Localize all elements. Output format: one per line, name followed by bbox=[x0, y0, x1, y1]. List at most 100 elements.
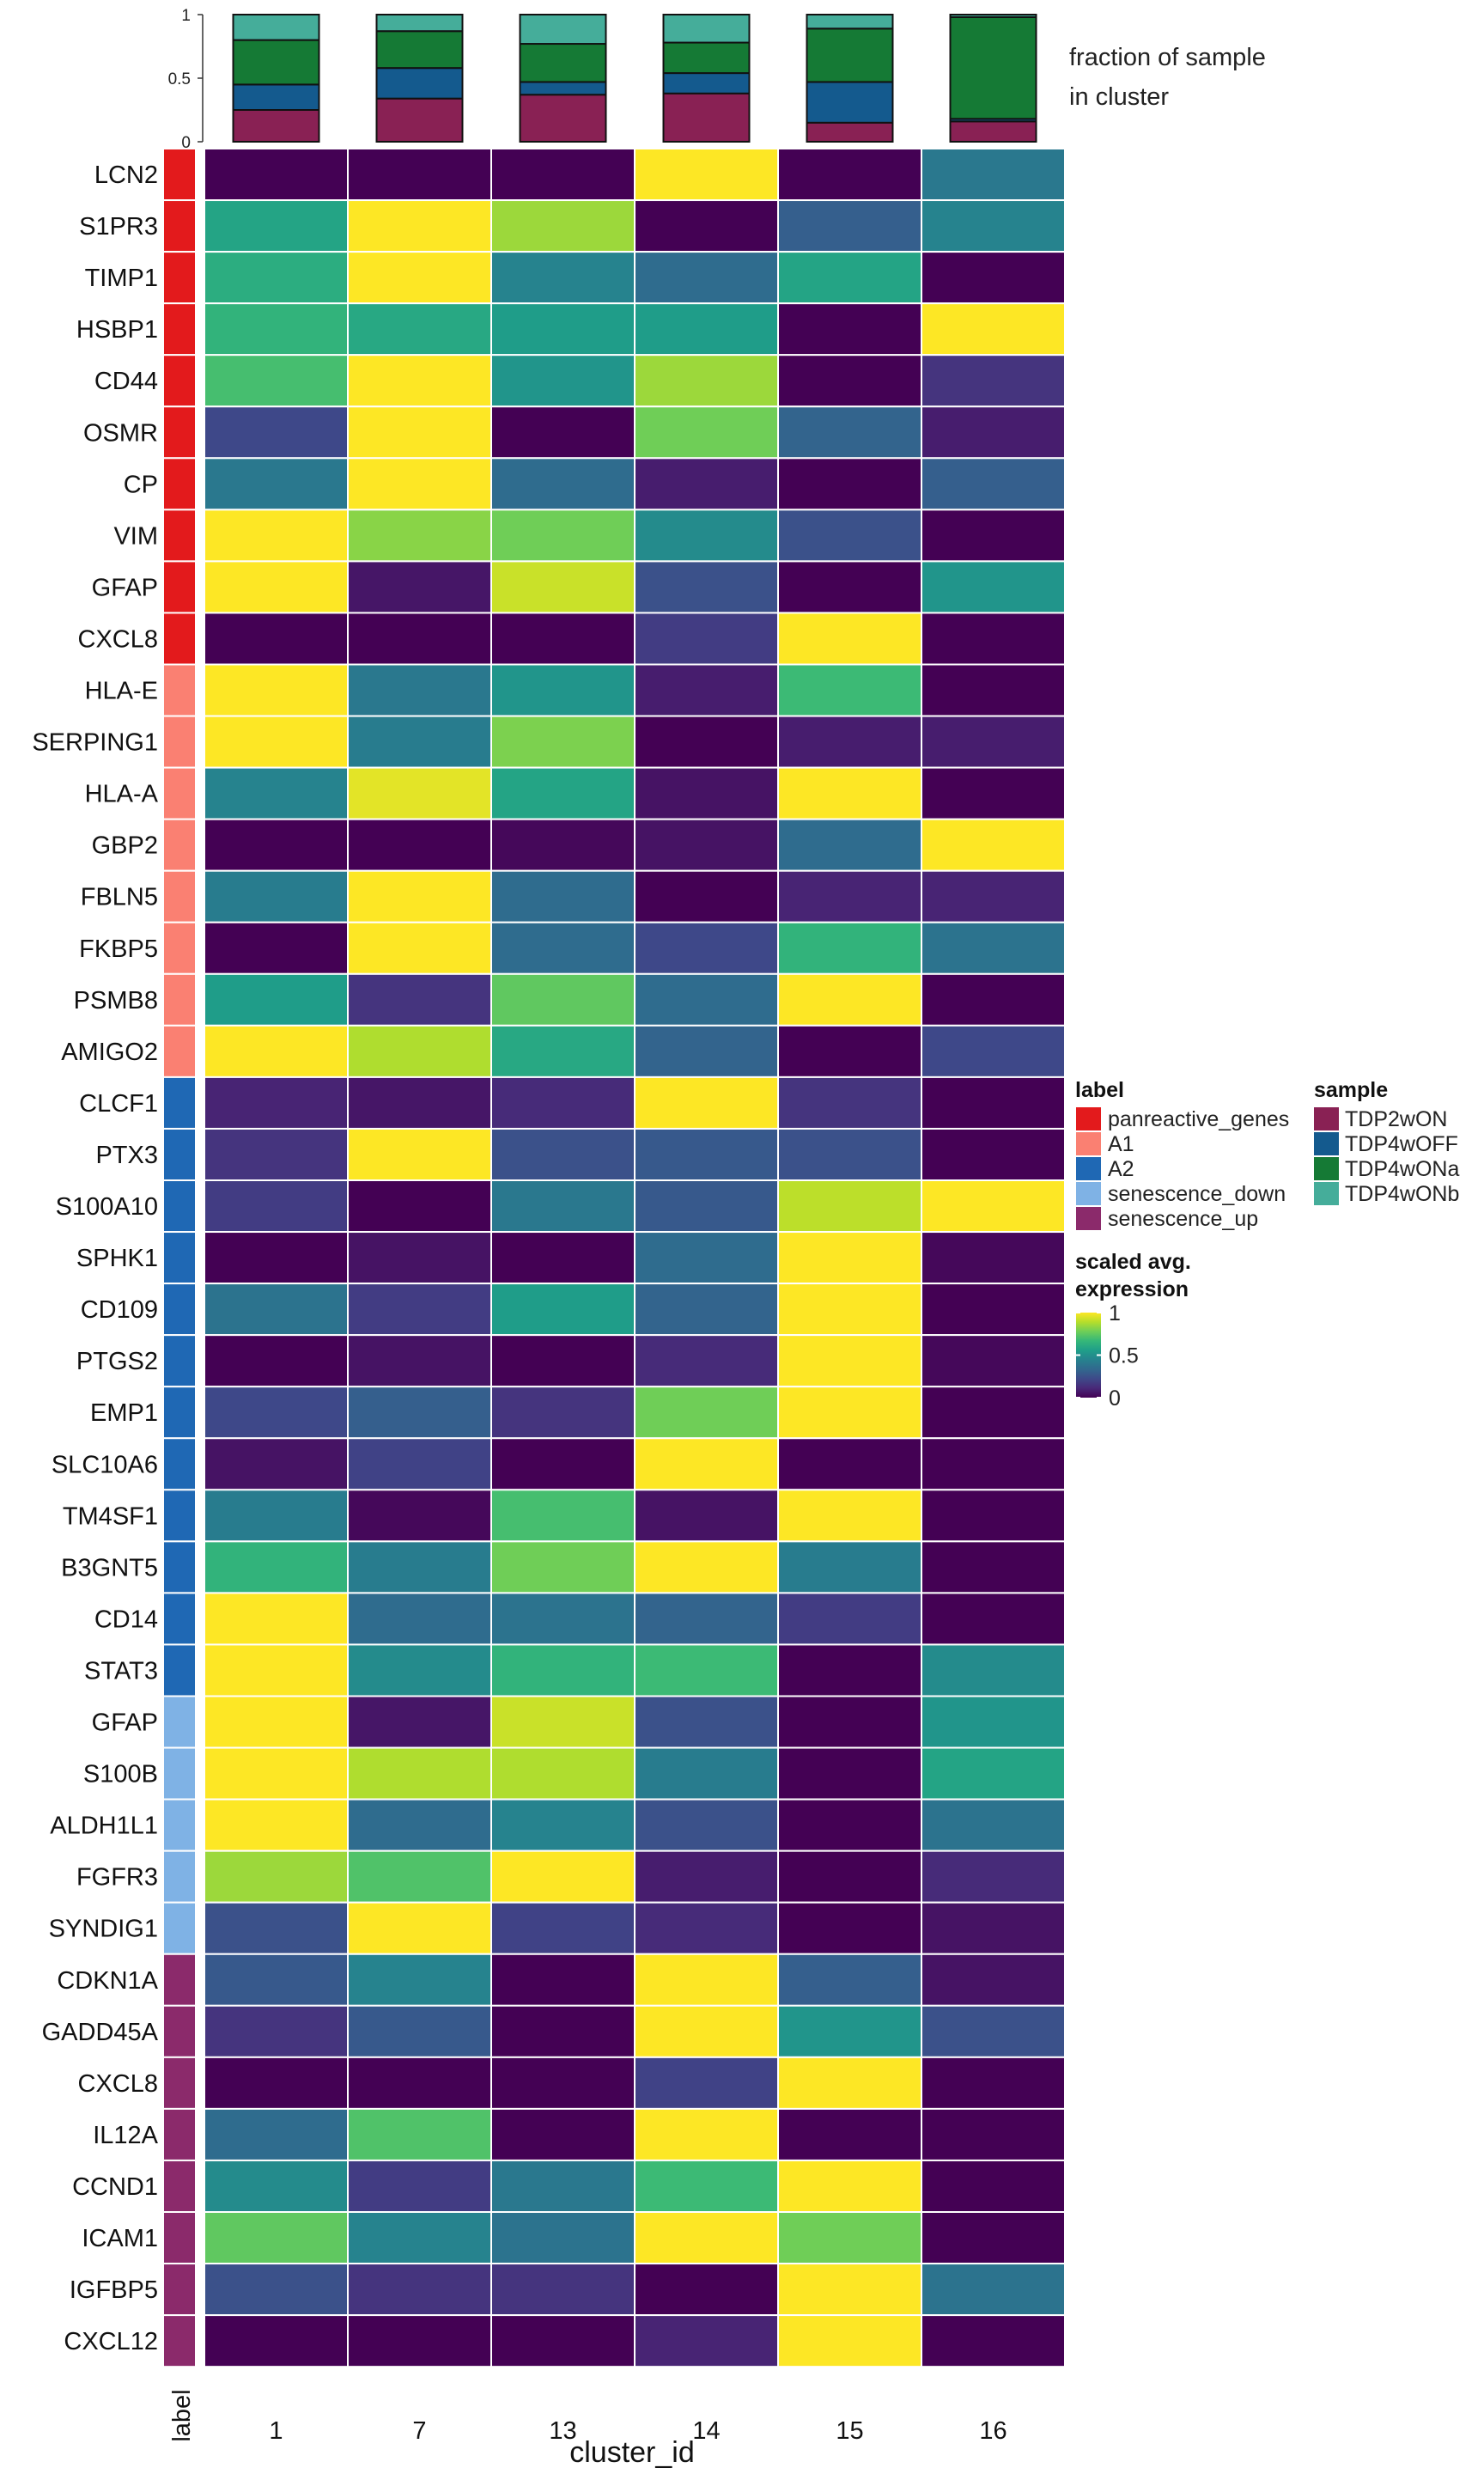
heatmap-cell-ptgs2-cluster-15 bbox=[777, 1334, 922, 1388]
heatmap-cell-cxcl8-cluster-15 bbox=[777, 2056, 922, 2110]
heatmap-cell-cd109-cluster-7 bbox=[347, 1283, 492, 1337]
heatmap-cell-cd14-cluster-7 bbox=[347, 1592, 492, 1646]
fraction-bar-segment-cluster-14-tdp2won bbox=[662, 92, 751, 143]
heatmap-cell-cd109-cluster-1 bbox=[204, 1283, 349, 1337]
heatmap-cell-il12a-cluster-15 bbox=[777, 2107, 922, 2161]
heatmap-cell-stat3-cluster-15 bbox=[777, 1643, 922, 1697]
legend-label-title: label bbox=[1075, 1078, 1124, 1102]
heatmap-cell-hla-a-cluster-13 bbox=[490, 766, 636, 820]
heatmap-cell-b3gnt5-cluster-13 bbox=[490, 1540, 636, 1594]
legend-label-entry: senescence_up bbox=[1108, 1207, 1258, 1231]
label-strip-cell bbox=[162, 457, 197, 511]
heatmap-cell-vim-cluster-15 bbox=[777, 509, 922, 563]
heatmap-cell-tm4sf1-cluster-1 bbox=[204, 1489, 349, 1543]
heatmap-cell-gbp2-cluster-14 bbox=[634, 818, 779, 872]
fraction-bar-segment-cluster-13-tdp4wona bbox=[519, 43, 607, 83]
heatmap-cell-il12a-cluster-16 bbox=[921, 2107, 1066, 2161]
heatmap-cell-ptx3-cluster-16 bbox=[921, 1127, 1066, 1181]
heatmap-cell-stat3-cluster-14 bbox=[634, 1643, 779, 1697]
legend-label-key bbox=[1076, 1157, 1101, 1180]
heatmap-cell-gbp2-cluster-15 bbox=[777, 818, 922, 872]
heatmap-cell-gfap-cluster-7 bbox=[347, 1695, 492, 1749]
heatmap-cell-serping1-cluster-15 bbox=[777, 715, 922, 769]
heatmap-cell-timp1-cluster-15 bbox=[777, 251, 922, 305]
gene-label: ALDH1L1 bbox=[50, 1813, 158, 1840]
heatmap-cell-s1pr3-cluster-15 bbox=[777, 199, 922, 253]
heatmap-cell-fgfr3-cluster-16 bbox=[921, 1849, 1066, 1904]
label-strip-cell bbox=[162, 405, 197, 460]
gene-label: B3GNT5 bbox=[61, 1554, 158, 1581]
heatmap-cell-hla-e-cluster-16 bbox=[921, 663, 1066, 717]
label-strip-cell bbox=[162, 1334, 197, 1388]
sample-fraction-bars: 00.51 bbox=[168, 7, 1037, 152]
heatmap-cell-lcn2-cluster-1 bbox=[204, 148, 349, 202]
heatmap-cell-cd44-cluster-14 bbox=[634, 354, 779, 408]
fraction-bar-segment-cluster-7-tdp4wonb bbox=[375, 14, 464, 33]
heatmap-cell-fkbp5-cluster-15 bbox=[777, 921, 922, 975]
heatmap-cell-hla-a-cluster-15 bbox=[777, 766, 922, 820]
heatmap-cell-s100b-cluster-13 bbox=[490, 1746, 636, 1801]
heatmap-cell-serping1-cluster-1 bbox=[204, 715, 349, 769]
cluster-tick-label: 15 bbox=[836, 2417, 863, 2445]
heatmap-cell-fgfr3-cluster-7 bbox=[347, 1849, 492, 1904]
heatmap-cell-s1pr3-cluster-14 bbox=[634, 199, 779, 253]
heatmap-cell-sphk1-cluster-16 bbox=[921, 1231, 1066, 1285]
heatmap-cell-slc10a6-cluster-13 bbox=[490, 1437, 636, 1491]
heatmap-cell-osmr-cluster-14 bbox=[634, 405, 779, 460]
heatmap-cell-cp-cluster-1 bbox=[204, 457, 349, 511]
fraction-bar-segment-cluster-7-tdp2won bbox=[375, 97, 464, 143]
heatmap-cell-igfbp5-cluster-14 bbox=[634, 2263, 779, 2317]
gene-label: AMIGO2 bbox=[61, 1039, 158, 1066]
heatmap-cell-cxcl8-cluster-1 bbox=[204, 612, 349, 666]
gene-label: LCN2 bbox=[94, 161, 158, 189]
heatmap-cell-fkbp5-cluster-7 bbox=[347, 921, 492, 975]
label-strip-cell bbox=[162, 354, 197, 408]
heatmap-cell-cp-cluster-14 bbox=[634, 457, 779, 511]
heatmap-cell-gfap-cluster-14 bbox=[634, 560, 779, 614]
heatmap-cell-igfbp5-cluster-7 bbox=[347, 2263, 492, 2317]
heatmap-cell-psmb8-cluster-14 bbox=[634, 972, 779, 1027]
heatmap-cell-serping1-cluster-13 bbox=[490, 715, 636, 769]
heatmap-cell-icam1-cluster-13 bbox=[490, 2211, 636, 2265]
heatmap-cell-cp-cluster-7 bbox=[347, 457, 492, 511]
heatmap-cell-icam1-cluster-14 bbox=[634, 2211, 779, 2265]
heatmap-cell-icam1-cluster-15 bbox=[777, 2211, 922, 2265]
label-strip-cell bbox=[162, 148, 197, 202]
heatmap-cell-cd14-cluster-14 bbox=[634, 1592, 779, 1646]
heatmap-cell-stat3-cluster-16 bbox=[921, 1643, 1066, 1697]
heatmap-cell-igfbp5-cluster-15 bbox=[777, 2263, 922, 2317]
heatmap-cell-fgfr3-cluster-15 bbox=[777, 1849, 922, 1904]
gene-label: GBP2 bbox=[92, 832, 158, 860]
label-strip-cell bbox=[162, 1489, 197, 1543]
heatmap-cell-cxcl8-cluster-16 bbox=[921, 2056, 1066, 2110]
heatmap-cell-fkbp5-cluster-16 bbox=[921, 921, 1066, 975]
gene-label: CXCL8 bbox=[78, 625, 159, 653]
heatmap-cell-igfbp5-cluster-1 bbox=[204, 2263, 349, 2317]
fraction-bar-segment-cluster-7-tdp4wona bbox=[375, 30, 464, 70]
heatmap-cell-cxcl12-cluster-7 bbox=[347, 2314, 492, 2368]
fraction-bar-y-tick-label: 0.5 bbox=[168, 70, 191, 88]
label-strip-cell bbox=[162, 1024, 197, 1078]
heatmap-cell-b3gnt5-cluster-16 bbox=[921, 1540, 1066, 1594]
heatmap-cell-tm4sf1-cluster-16 bbox=[921, 1489, 1066, 1543]
gene-label: FKBP5 bbox=[79, 935, 158, 963]
label-strip-cell bbox=[162, 1953, 197, 2007]
heatmap-cell-cxcl8-cluster-15 bbox=[777, 612, 922, 666]
label-strip-cell bbox=[162, 972, 197, 1027]
heatmap-cell-cd44-cluster-1 bbox=[204, 354, 349, 408]
heatmap-cell-serping1-cluster-14 bbox=[634, 715, 779, 769]
heatmap-cell-amigo2-cluster-16 bbox=[921, 1024, 1066, 1078]
heatmap-cell-clcf1-cluster-16 bbox=[921, 1076, 1066, 1130]
heatmap-cell-cp-cluster-16 bbox=[921, 457, 1066, 511]
gene-label: OSMR bbox=[83, 419, 158, 447]
heatmap-cell-ptgs2-cluster-14 bbox=[634, 1334, 779, 1388]
fraction-bar-segment-cluster-16-tdp4wona bbox=[949, 15, 1037, 120]
gene-label: HLA-E bbox=[85, 678, 158, 705]
heatmap-cell-hla-a-cluster-7 bbox=[347, 766, 492, 820]
legend-label-entry: senescence_down bbox=[1108, 1182, 1286, 1206]
legend-colorbar-tick-label: 1 bbox=[1109, 1301, 1121, 1325]
heatmap-cell-serping1-cluster-16 bbox=[921, 715, 1066, 769]
gene-label: CD109 bbox=[81, 1296, 158, 1324]
heatmap-cell-hla-a-cluster-1 bbox=[204, 766, 349, 820]
heatmap-cell-amigo2-cluster-1 bbox=[204, 1024, 349, 1078]
